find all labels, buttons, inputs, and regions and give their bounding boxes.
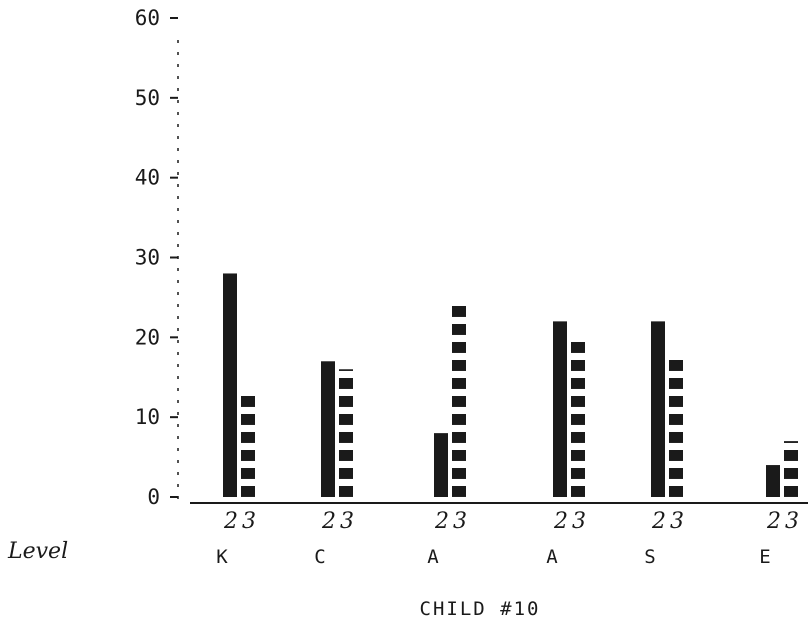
level-number: 2 — [223, 509, 238, 534]
bar-level-3-a-3 — [571, 337, 585, 497]
y-tick-label: 30 — [135, 246, 160, 270]
level-number: 3 — [242, 509, 256, 534]
bar-level-2-a-2 — [434, 433, 448, 497]
level-number: 2 — [651, 509, 666, 534]
y-tick-label: 10 — [135, 405, 160, 429]
bar-level-2-s-4 — [651, 321, 665, 497]
category-label: S — [644, 546, 655, 568]
level-number: 2 — [766, 509, 781, 534]
y-tick-label: 20 — [135, 325, 160, 349]
level-number: 2 — [553, 509, 568, 534]
bars — [223, 273, 798, 497]
level-number: 3 — [453, 509, 467, 534]
bar-level-3-s-4 — [669, 353, 683, 497]
category-label: K — [216, 546, 228, 568]
level-number: 3 — [670, 509, 684, 534]
level-number: 3 — [340, 509, 354, 534]
level-number: 3 — [572, 509, 586, 534]
y-tick-labels: 0 10 20 30 40 50 60 — [135, 6, 178, 509]
bar-level-3-a-2 — [452, 305, 466, 497]
category-label: E — [759, 546, 770, 568]
level-number: 3 — [785, 509, 799, 534]
level-number: 2 — [321, 509, 336, 534]
bar-level-3-e-5 — [784, 441, 798, 497]
bar-level-3-c-1 — [339, 369, 353, 497]
level-number: 2 — [434, 509, 449, 534]
category-label: A — [546, 546, 558, 568]
bar-level-2-c-1 — [321, 361, 335, 497]
y-tick-label: 60 — [135, 6, 160, 30]
y-tick-label: 40 — [135, 166, 160, 190]
level-row-label: Level — [7, 539, 68, 564]
y-tick-label: 50 — [135, 86, 160, 110]
bar-level-2-a-3 — [553, 321, 567, 497]
bar-level-3-k-0 — [241, 393, 255, 497]
bar-level-2-e-5 — [766, 465, 780, 497]
category-label: C — [314, 546, 325, 568]
bar-level-2-k-0 — [223, 273, 237, 497]
x-axis-label: CHILD #10 — [420, 598, 541, 620]
y-tick-label: 0 — [147, 485, 160, 509]
category-label: A — [427, 546, 439, 568]
